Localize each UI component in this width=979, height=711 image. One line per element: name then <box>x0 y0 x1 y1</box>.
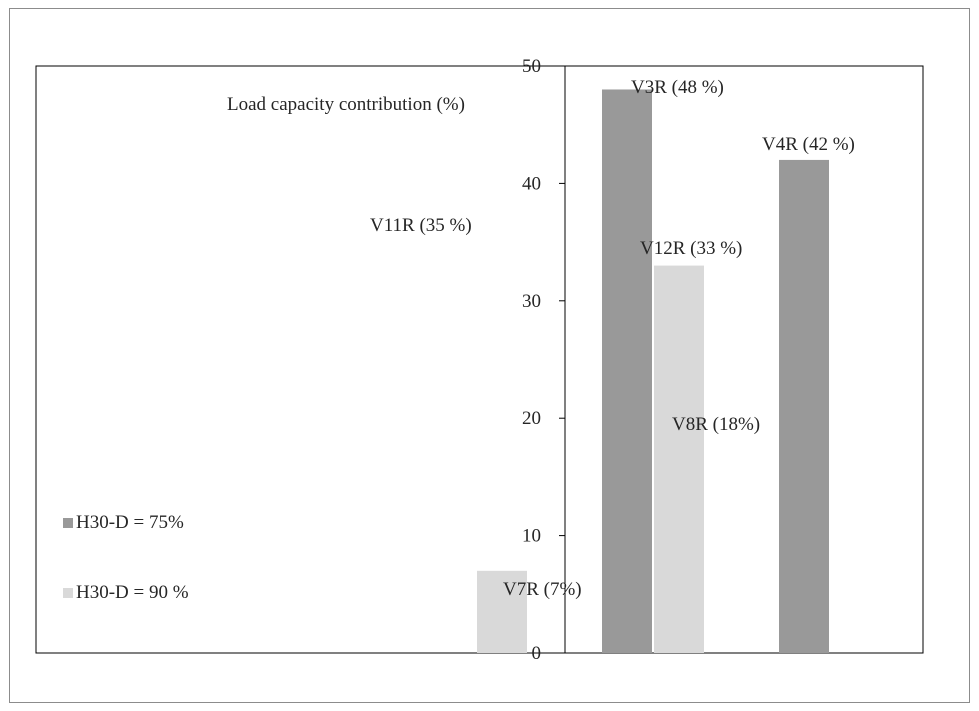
bar <box>602 89 652 654</box>
y-tick-label: 20 <box>522 408 541 429</box>
bar <box>779 159 829 654</box>
data-label: V3R (48 %) <box>631 77 724 98</box>
data-labels-layer: V11R (35 %) V3R (48 %) V4R (42 %) V7R (7%) V… <box>370 77 855 600</box>
data-label: V12R (33 %) <box>640 238 742 259</box>
y-tick-label: 40 <box>522 173 541 194</box>
y-tick-label: 30 <box>522 291 541 312</box>
data-label: V7R (7%) <box>503 579 582 600</box>
legend-swatch <box>63 518 73 528</box>
legend-swatch <box>63 588 73 598</box>
bar <box>477 570 527 653</box>
y-tick-label: 50 <box>522 56 541 77</box>
y-axis-label: Load capacity contribution (%) <box>227 94 465 115</box>
bars-layer <box>477 89 829 654</box>
data-label: V4R (42 %) <box>762 134 855 155</box>
y-ticks-layer: 0 10 20 30 40 50 <box>522 56 565 664</box>
y-tick-label: 0 <box>532 643 542 664</box>
legend: H30-D = 75% H30-D = 90 % <box>63 512 189 603</box>
legend-label: H30-D = 90 % <box>76 582 189 603</box>
data-label: V8R (18%) <box>672 414 760 435</box>
legend-label: H30-D = 75% <box>76 512 184 533</box>
bar <box>654 265 704 653</box>
data-label: V11R (35 %) <box>370 215 472 236</box>
y-tick-label: 10 <box>522 526 541 547</box>
